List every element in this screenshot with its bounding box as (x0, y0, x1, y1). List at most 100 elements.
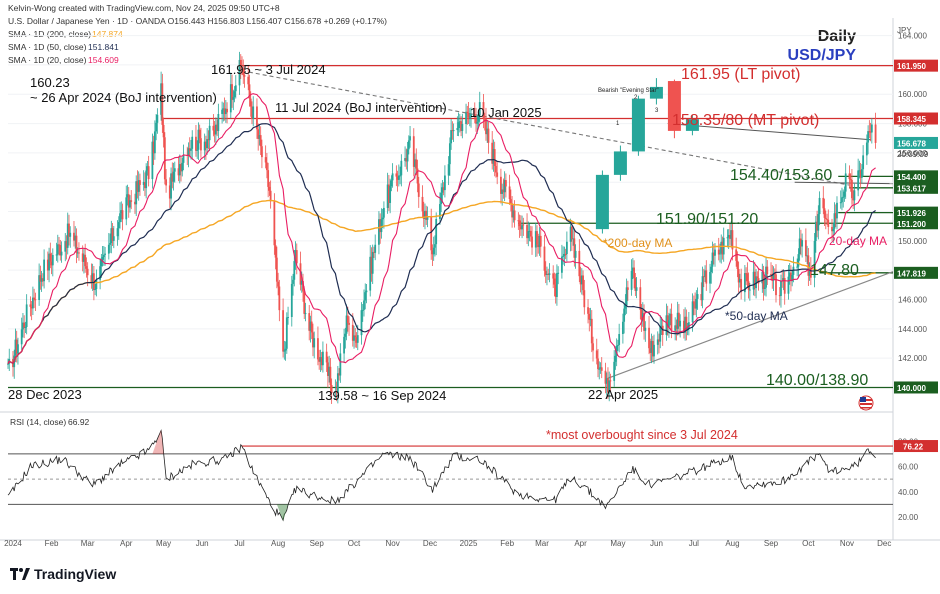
candle-body (151, 141, 154, 180)
candle-body (275, 257, 278, 282)
candle-body (536, 231, 538, 245)
candle-body (465, 111, 467, 125)
candle-body (146, 166, 149, 171)
candle-body (712, 252, 715, 256)
price-tick-label: 142.000 (898, 354, 927, 363)
time-tick-label: Dec (423, 539, 437, 548)
candle-body (339, 353, 342, 376)
candle-body (650, 341, 653, 353)
candle-body (639, 287, 642, 310)
candle-body (473, 114, 476, 118)
candle-body (25, 304, 28, 327)
ann-lt-pivot: 161.95 (LT pivot) (681, 66, 800, 83)
candle-body (621, 321, 624, 335)
candle-body (656, 339, 659, 345)
candle-body (582, 275, 584, 291)
candle-body (613, 361, 616, 381)
candle-body (56, 244, 59, 255)
candle-body (538, 235, 541, 248)
price-tag-label: 161.950 (897, 62, 926, 71)
candle-body (572, 238, 575, 240)
candle-body (648, 327, 650, 349)
candle-body (38, 275, 41, 301)
candle-body (425, 210, 428, 220)
candle-body (630, 270, 633, 290)
time-tick-label: Jul (234, 539, 244, 548)
candle-body (684, 316, 687, 333)
rsi-tick-label: 40.00 (898, 488, 919, 497)
candle-body (135, 181, 138, 205)
candle-body (269, 190, 272, 202)
time-tick-label: Jul (689, 539, 699, 548)
star-candle-body (595, 174, 609, 230)
candle-body (435, 218, 438, 245)
candle-body (355, 337, 358, 343)
price-tag-label: 147.819 (897, 269, 926, 278)
legend-sma50-value: 151.841 (88, 42, 119, 52)
candle-body (348, 322, 350, 325)
legend-sma20-label: SMA · 1D (20, close) (8, 55, 87, 65)
candle-body (705, 270, 708, 284)
candle-body (273, 201, 276, 246)
price-tag (894, 170, 938, 183)
candle-body (844, 173, 847, 192)
candle-body (450, 130, 453, 144)
candle-body (156, 114, 159, 123)
candle-body (666, 315, 669, 328)
candle-body (711, 252, 714, 267)
candle-body (780, 280, 782, 296)
rsi-panel: RSI (14, close) 66.92 80.0060.0040.0020.… (7, 417, 938, 522)
candle-body (813, 241, 816, 278)
candle-body (823, 208, 826, 218)
candle-body (477, 115, 480, 122)
candle-body (763, 287, 766, 289)
candle-body (607, 378, 609, 393)
rsi-label: RSI (14, close) (10, 417, 66, 427)
candle-body (447, 164, 450, 176)
candle-body (208, 125, 211, 141)
price-tick-label: 156.000 (898, 149, 927, 158)
candle-body (569, 226, 572, 242)
candle-body (783, 278, 786, 294)
candle-body (24, 326, 27, 328)
candle-body (574, 250, 577, 258)
candle-body (736, 260, 739, 270)
ann-support-1: 154.40/153.60 (730, 167, 832, 184)
candle-body (743, 273, 746, 293)
candle-body (701, 276, 704, 301)
candle-body (168, 185, 171, 199)
candle-body (731, 230, 734, 250)
candle-body (589, 318, 592, 320)
candle-body (356, 335, 359, 343)
candle-body (502, 189, 505, 193)
candle-body (117, 222, 120, 229)
candle-body (761, 271, 764, 284)
price-tag (894, 217, 938, 230)
candle-body (692, 301, 695, 304)
candle-body (200, 138, 202, 151)
candle-body (214, 124, 217, 135)
candle-body (242, 68, 245, 76)
candle-body (858, 170, 861, 172)
candle-body (782, 278, 785, 282)
chart-frame (0, 18, 940, 541)
legend-sma50-label: SMA · 1D (50, close) (8, 42, 87, 52)
candle-body (457, 122, 460, 129)
candle-body (422, 211, 425, 219)
time-tick-label: Aug (271, 539, 285, 548)
candle-body (600, 367, 603, 371)
candle-body (719, 253, 721, 255)
candle-body (264, 157, 267, 163)
candle-body (625, 287, 628, 306)
candle-body (127, 194, 130, 208)
candle-body (7, 363, 9, 365)
candle-body (874, 124, 877, 143)
candle-body (145, 170, 148, 189)
candle-body (40, 278, 43, 282)
candle-body (832, 228, 835, 232)
candle-body (119, 213, 121, 223)
candle-body (721, 241, 724, 255)
candle-body (483, 118, 486, 120)
candle-body (268, 186, 271, 191)
